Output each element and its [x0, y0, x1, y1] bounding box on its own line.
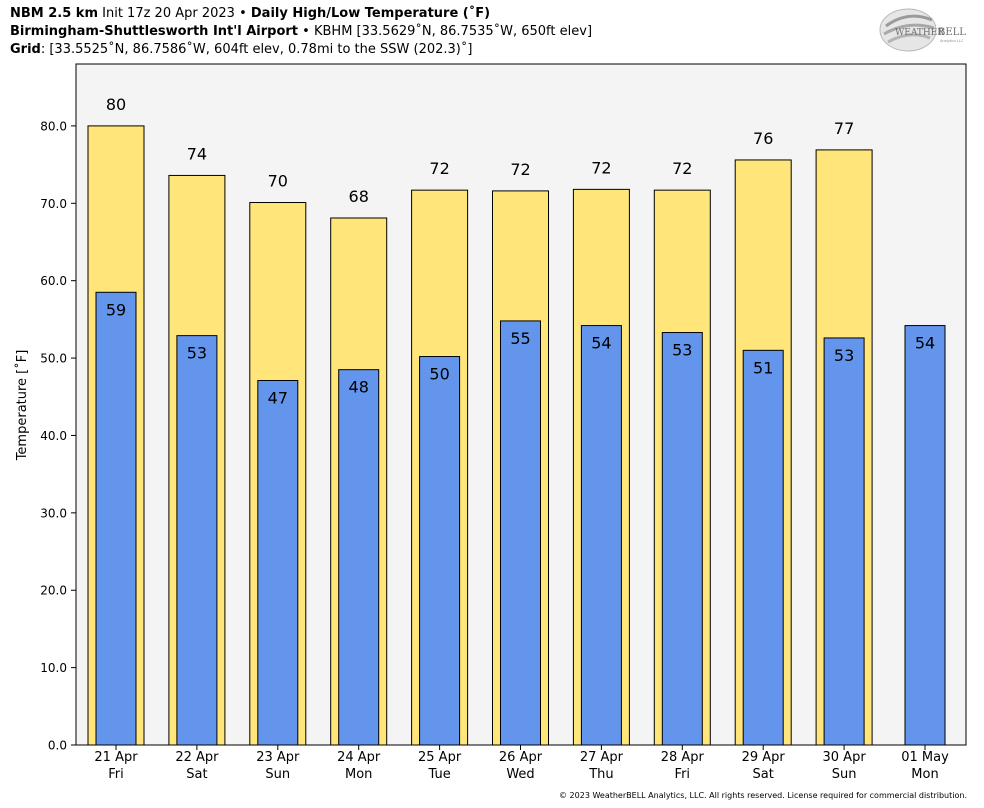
x-tick-label-date: 27 Apr — [580, 750, 624, 765]
low-temp-bar — [742, 349, 784, 746]
low-temp-bar — [338, 369, 380, 746]
x-tick-label-day: Sat — [753, 767, 774, 782]
low-temperature-labels: 59 53 47 48 50 55 54 53 51 53 54 — [106, 300, 935, 407]
low-temp-bar — [500, 320, 541, 746]
chart-title-line3: Grid: [33.5525˚N, 86.7586˚W, 604ft elev,… — [10, 41, 472, 59]
y-axis: 0.0 10.0 20.0 30.0 40.0 50.0 60.0 70.0 80.0 — [40, 119, 76, 753]
low-temp-bar — [176, 335, 218, 746]
logo-text-small: Analytics LLC — [940, 39, 964, 43]
high-temp-label: 72 — [429, 159, 449, 178]
high-temp-label: 72 — [591, 158, 611, 177]
grid-label: Grid — [10, 42, 41, 57]
high-temp-label: 74 — [187, 144, 207, 163]
low-temp-bar — [95, 291, 137, 746]
x-tick-label-date: 24 Apr — [337, 750, 381, 765]
low-temp-label: 47 — [268, 389, 288, 408]
low-temp-bar — [580, 325, 622, 746]
x-tick-label-date: 29 Apr — [742, 750, 786, 765]
low-temp-bar — [257, 380, 299, 746]
x-tick-label-day: Sun — [832, 767, 857, 782]
x-tick-label-day: Sat — [186, 767, 207, 782]
low-temp-label: 53 — [672, 341, 692, 360]
high-temp-label: 68 — [349, 187, 369, 206]
separator: • — [302, 24, 310, 39]
station-name: Birmingham-Shuttlesworth Int'l Airport — [10, 24, 299, 39]
low-temp-bar — [823, 337, 865, 746]
low-temp-bar — [661, 332, 703, 746]
copyright-notice: © 2023 WeatherBELL Analytics, LLC. All r… — [559, 791, 967, 800]
x-tick-label-day: Mon — [911, 767, 938, 782]
x-tick-label-day: Sun — [265, 767, 290, 782]
y-tick-label: 70.0 — [40, 197, 67, 211]
chart-title-line1: NBM 2.5 km Init 17z 20 Apr 2023 • Daily … — [10, 5, 490, 23]
y-tick-label: 40.0 — [40, 429, 67, 443]
low-temp-label: 54 — [915, 334, 935, 353]
y-tick-label: 30.0 — [40, 506, 67, 520]
logo-text-main: WEATHER — [895, 28, 944, 38]
init-time: Init 17z 20 Apr 2023 — [102, 6, 235, 21]
y-tick-label: 50.0 — [40, 352, 67, 366]
y-tick-label: 60.0 — [40, 274, 67, 288]
separator: • — [239, 6, 247, 21]
x-tick-label-day: Fri — [108, 767, 124, 782]
high-temp-label: 72 — [510, 160, 530, 179]
model-name: NBM 2.5 km — [10, 6, 98, 21]
low-temp-label: 50 — [429, 365, 449, 384]
y-axis-label: Temperature [˚F] — [14, 350, 30, 462]
low-temp-label: 51 — [753, 358, 773, 377]
x-tick-label-date: 23 Apr — [256, 750, 300, 765]
high-temp-label: 72 — [672, 159, 692, 178]
low-temp-label: 53 — [187, 344, 207, 363]
low-temp-label: 53 — [834, 346, 854, 365]
x-tick-label-day: Wed — [506, 767, 534, 782]
x-tick-label-date: 28 Apr — [661, 750, 705, 765]
x-tick-label-date: 25 Apr — [418, 750, 462, 765]
low-temp-label: 48 — [349, 378, 369, 397]
low-temp-label: 54 — [591, 334, 611, 353]
station-details: KBHM [33.5629˚N, 86.7535˚W, 650ft elev] — [313, 24, 593, 39]
y-tick-label: 0.0 — [48, 739, 67, 753]
low-temp-bar — [904, 325, 946, 746]
high-temp-label: 77 — [834, 119, 854, 138]
x-tick-label-day: Tue — [427, 767, 450, 782]
low-temp-label: 55 — [510, 329, 530, 348]
low-temperature-bars — [95, 291, 946, 746]
high-temp-label: 80 — [106, 95, 126, 114]
low-temp-label: 59 — [106, 300, 126, 319]
low-temp-bar — [419, 356, 461, 746]
x-axis: 21 Apr Fri 22 Apr Sat 23 Apr Sun 24 Apr Mon 25 A… — [94, 745, 949, 782]
grid-details: : [33.5525˚N, 86.7586˚W, 604ft elev, 0.7… — [40, 42, 473, 57]
x-tick-label-day: Mon — [345, 767, 372, 782]
logo-text-bold: BELL — [938, 27, 966, 38]
x-tick-label-date: 26 Apr — [499, 750, 543, 765]
high-temperature-labels: 80 74 70 68 72 72 72 72 76 77 — [106, 95, 854, 206]
y-tick-label: 20.0 — [40, 584, 67, 598]
weatherbell-logo: WEATHER BELL Analytics LLC — [879, 8, 966, 52]
high-temp-label: 70 — [268, 172, 288, 191]
high-temp-label: 76 — [753, 129, 773, 148]
product-name: Daily High/Low Temperature (˚F) — [250, 6, 491, 21]
y-tick-label: 80.0 — [40, 119, 67, 133]
x-tick-label-day: Fri — [675, 767, 691, 782]
x-tick-label-date: 21 Apr — [94, 750, 138, 765]
x-tick-label-date: 01 May — [901, 750, 949, 765]
x-tick-label-date: 30 Apr — [823, 750, 867, 765]
chart-title-line2: Birmingham-Shuttlesworth Int'l Airport •… — [10, 23, 592, 41]
x-tick-label-date: 22 Apr — [175, 750, 219, 765]
x-tick-label-day: Thu — [588, 767, 613, 782]
y-tick-label: 10.0 — [40, 661, 67, 675]
